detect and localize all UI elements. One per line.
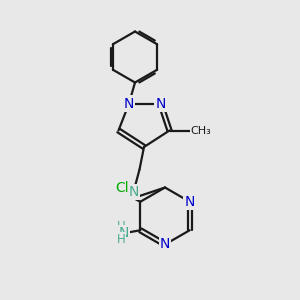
Text: CH₃: CH₃ <box>190 125 212 136</box>
Text: N: N <box>184 195 195 209</box>
Text: N: N <box>160 238 170 251</box>
Text: N: N <box>118 226 129 240</box>
Text: N: N <box>128 185 139 199</box>
Text: N: N <box>124 97 134 110</box>
Text: H: H <box>116 233 125 246</box>
Text: Cl: Cl <box>116 181 129 195</box>
Text: H: H <box>116 182 124 196</box>
Text: H: H <box>116 220 125 233</box>
Text: N: N <box>155 97 166 110</box>
